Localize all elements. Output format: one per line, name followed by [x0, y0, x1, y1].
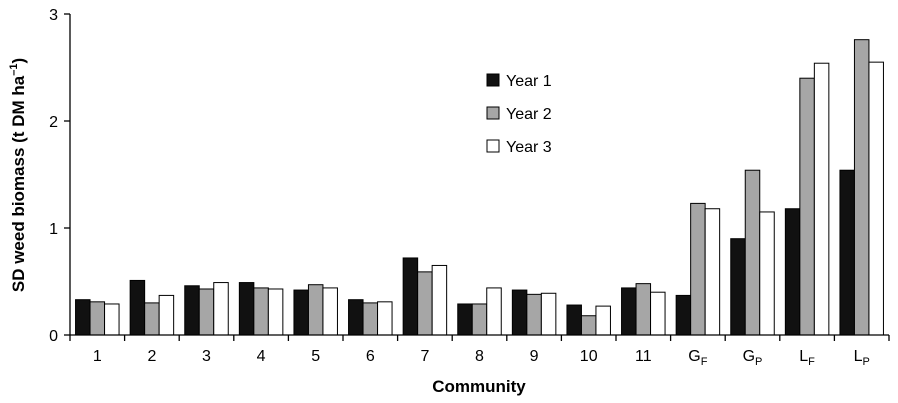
legend-label-3: Year 3 [506, 139, 552, 156]
bar-2-series-1 [129, 279, 146, 336]
y-axis-title-main: SD weed biomass (t DM ha [9, 75, 28, 292]
legend-swatch-2 [486, 106, 500, 120]
bar-11-series-2 [635, 283, 652, 336]
bar-11-series-3 [650, 291, 666, 336]
x-tick-label: 9 [530, 348, 539, 365]
bar-12-series-2 [690, 202, 706, 336]
legend-label-2: Year 2 [506, 106, 552, 123]
x-tick-label: 8 [475, 348, 484, 365]
bar-12-series-1 [675, 294, 692, 336]
x-tick-label: 11 [635, 348, 652, 365]
y-axis-title: SD weed biomass (t DM ha–1) [8, 58, 28, 292]
bar-10-series-1 [566, 304, 582, 336]
bar-8-series-3 [486, 287, 502, 336]
y-tick-label: 3 [49, 7, 58, 24]
bar-1-series-2 [89, 301, 106, 336]
y-axis-title-superscript: –1 [8, 64, 20, 76]
y-ticks-group: 0 1 2 3 [49, 7, 70, 345]
x-tick-label: 6 [366, 348, 375, 365]
bar-9-series-2 [526, 293, 542, 336]
bar-5-series-1 [293, 289, 309, 336]
bar-13-series-3 [759, 211, 775, 336]
bar-5-series-3 [322, 287, 338, 336]
x-tick-label: LF [799, 348, 815, 368]
bar-2-series-3 [158, 294, 175, 336]
y-axis-title-close: ) [9, 58, 28, 64]
bar-10-series-2 [580, 315, 597, 336]
bar-15-series-3 [868, 61, 884, 336]
legend-swatch-1 [486, 73, 500, 87]
bar-1-series-3 [104, 303, 120, 336]
legend-label-1: Year 1 [506, 73, 552, 90]
bar-9-series-3 [540, 292, 557, 336]
bar-7-series-3 [431, 264, 448, 336]
x-tick-label: 10 [580, 348, 598, 365]
bar-13-series-1 [730, 238, 746, 336]
x-tick-label: 5 [311, 348, 320, 365]
x-tick-label: 2 [147, 348, 156, 365]
bar-8-series-2 [471, 303, 488, 336]
bar-4-series-3 [267, 288, 284, 336]
bar-15-series-2 [853, 39, 870, 336]
bar-9-series-1 [511, 289, 528, 336]
bar-3-series-2 [198, 288, 215, 336]
bar-4-series-1 [238, 282, 255, 336]
x-tick-label: 1 [93, 348, 102, 365]
bar-15-series-1 [839, 169, 855, 336]
x-tick-label: LP [854, 348, 870, 368]
bar-6-series-3 [377, 301, 393, 336]
x-tick-label: 4 [257, 348, 266, 365]
x-tick-label: 7 [420, 348, 429, 365]
bar-8-series-1 [457, 303, 473, 336]
x-tick-label: GF [688, 348, 707, 368]
bar-4-series-2 [253, 287, 269, 336]
bar-13-series-2 [744, 169, 761, 336]
bar-1-series-1 [75, 299, 91, 336]
bar-5-series-2 [307, 284, 324, 336]
bar-14-series-2 [799, 77, 815, 336]
bar-10-series-3 [595, 305, 611, 336]
bar-2-series-2 [144, 302, 160, 336]
bar-11-series-1 [621, 287, 637, 336]
y-tick-label: 2 [49, 114, 58, 131]
bar-12-series-3 [704, 208, 721, 336]
bar-7-series-1 [402, 257, 419, 336]
y-tick-label: 0 [49, 328, 58, 345]
x-tick-label: GP [743, 348, 763, 368]
bar-14-series-1 [784, 208, 801, 336]
x-axis-title: Community [432, 377, 526, 396]
x-tick-label: 3 [202, 348, 211, 365]
bar-3-series-1 [184, 285, 200, 336]
bar-3-series-3 [213, 282, 229, 336]
bars-group [75, 39, 884, 336]
x-ticks-group: 1 2 3 4 5 6 7 8 9 10 11 GF GP LF LP [69, 335, 890, 368]
bar-14-series-3 [813, 62, 830, 336]
legend-swatch-3 [486, 139, 500, 153]
y-tick-label: 1 [49, 221, 58, 238]
bar-6-series-1 [348, 299, 364, 336]
legend: Year 1 Year 2 Year 3 [486, 73, 552, 156]
bar-6-series-2 [362, 302, 379, 336]
bar-7-series-2 [417, 271, 433, 336]
